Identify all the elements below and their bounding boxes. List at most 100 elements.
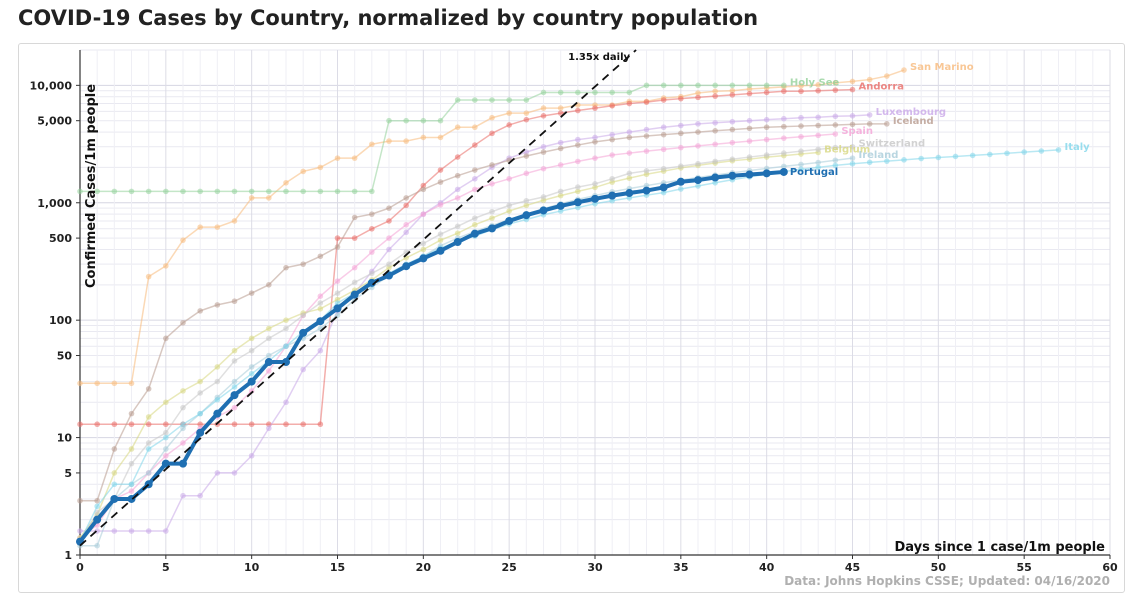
series-point: [575, 107, 581, 114]
series-point: [643, 126, 650, 133]
series-point: [163, 335, 169, 342]
series-point: [781, 150, 787, 156]
series-point: [231, 378, 238, 385]
series-point: [678, 186, 684, 192]
x-tick-label: 35: [673, 561, 688, 574]
series-point: [849, 121, 856, 128]
series-point: [609, 152, 615, 158]
series-point: [695, 129, 701, 135]
series-point: [180, 319, 186, 326]
series-point: [815, 122, 821, 129]
series-point: [128, 188, 135, 195]
series-point: [712, 82, 718, 89]
series-point: [556, 201, 565, 210]
series-point: [592, 105, 598, 111]
series-point: [214, 188, 221, 195]
series-point: [283, 264, 289, 271]
series-point: [197, 308, 203, 314]
series-point: [334, 244, 341, 250]
series-point: [506, 202, 512, 209]
series-point: [454, 172, 461, 179]
series-point: [781, 135, 787, 141]
series-point: [266, 368, 272, 374]
series-label: Spain: [841, 126, 873, 137]
axes: 0 5 10 15 20 25 30 35 40 45 50 55 601510501005001,00…: [30, 50, 1118, 574]
chart-frame: 0 5 10 15 20 25 30 35 40 45 50 55 60 1 5 10 50 100 500 1,00…: [18, 43, 1125, 593]
series-point: [694, 176, 702, 185]
series-point: [180, 440, 186, 446]
y-tick-label: 50: [57, 350, 73, 363]
series-point: [317, 253, 324, 260]
series-point: [676, 177, 685, 186]
series-point: [300, 168, 306, 175]
series-point: [94, 380, 100, 387]
series-point: [659, 183, 668, 192]
series-point: [592, 181, 598, 187]
series-point: [489, 208, 495, 215]
y-tick-label: 5,000: [37, 115, 72, 128]
series-point: [128, 421, 135, 428]
series-point: [437, 179, 444, 185]
series-point: [231, 421, 238, 428]
series-point: [712, 141, 718, 148]
series-point: [163, 446, 169, 452]
series-point: [729, 82, 736, 89]
series-point: [266, 195, 272, 201]
series-point: [472, 124, 478, 131]
series-point: [145, 386, 152, 392]
series-point: [660, 97, 667, 103]
reference-line-label: 1.35x daily: [568, 52, 630, 63]
series-point: [437, 167, 444, 173]
series-point: [660, 189, 667, 196]
series-point: [161, 459, 170, 468]
series-point: [695, 143, 701, 149]
series-point: [540, 194, 547, 200]
series-point: [248, 195, 255, 201]
series-point: [334, 235, 341, 241]
series-point: [609, 89, 615, 96]
series-point: [506, 97, 512, 103]
series-point: [763, 89, 770, 96]
series-point: [369, 249, 375, 255]
y-tick-label: 100: [49, 314, 72, 327]
series-point: [557, 110, 564, 116]
series-point: [506, 208, 512, 214]
series-layer: [76, 67, 1062, 549]
series-point: [248, 347, 255, 354]
series-point: [506, 175, 512, 182]
series-point: [94, 497, 100, 504]
y-axis-title: Confirmed Cases/1m people: [84, 84, 99, 288]
series-point: [489, 162, 495, 168]
series-point: [695, 160, 701, 167]
series-point: [763, 82, 770, 89]
series-point: [540, 149, 547, 155]
x-axis-title: Days since 1 case/1m people: [894, 540, 1105, 555]
series-point: [815, 164, 821, 171]
series-point: [145, 528, 152, 534]
series-point: [111, 421, 118, 428]
series-point: [111, 528, 118, 534]
x-tick-label: 0: [76, 561, 84, 574]
y-tick-label: 5: [64, 467, 72, 480]
series-point: [573, 198, 582, 207]
series-point: [470, 229, 479, 238]
series-point: [575, 142, 581, 148]
series-point: [264, 358, 273, 367]
series-point: [523, 170, 530, 177]
series-point: [437, 231, 444, 237]
series-point: [472, 142, 478, 148]
series-point: [128, 528, 135, 534]
series-point: [866, 121, 873, 127]
series-point: [94, 503, 100, 510]
series-point: [523, 116, 530, 123]
series-point: [762, 169, 771, 178]
series-label: Italy: [1065, 142, 1091, 153]
series-point: [317, 305, 324, 312]
series-portugal: [76, 167, 788, 546]
series-point: [231, 347, 238, 354]
series-point: [746, 90, 753, 97]
series-point: [712, 179, 718, 186]
series-point: [729, 87, 736, 94]
series-point: [180, 388, 186, 394]
series-point: [609, 136, 615, 143]
